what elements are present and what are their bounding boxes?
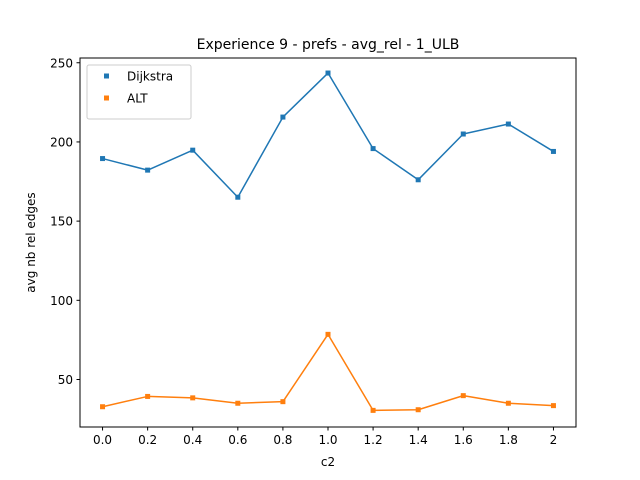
dijkstra-point (550, 148, 556, 154)
legend-label-dijkstra: Dijkstra (127, 70, 173, 84)
alt-point (280, 399, 286, 405)
dijkstra-point (145, 167, 151, 173)
y-tick-label: 50 (58, 373, 73, 387)
plot-frame (79, 57, 577, 428)
dijkstra-point (190, 147, 196, 153)
x-tick-label: 0.0 (93, 433, 112, 447)
x-tick-label: 0.8 (273, 433, 292, 447)
alt-point (370, 407, 376, 413)
x-tick-label: 0.6 (228, 433, 247, 447)
dijkstra-point (370, 146, 376, 152)
x-tick-label: 2 (550, 433, 558, 447)
x-tick-label: 0.4 (183, 433, 202, 447)
alt-point (100, 404, 106, 410)
alt-point (505, 400, 511, 406)
alt-point (235, 400, 241, 406)
chart-title: Experience 9 - prefs - avg_rel - 1_ULB (197, 37, 460, 53)
alt-point (145, 393, 151, 399)
legend-box (86, 64, 192, 120)
x-axis-ticks: 0.0 0.2 0.4 0.6 0.8 1.0 1.2 1.4 1.6 1.8 2 (93, 427, 557, 447)
y-tick-label: 150 (50, 215, 73, 229)
dijkstra-point (505, 121, 511, 127)
y-tick-label: 200 (50, 135, 73, 149)
dijkstra-point (235, 194, 241, 200)
alt-point (190, 395, 196, 401)
y-axis-label: avg nb rel edges (24, 192, 38, 292)
x-tick-label: 0.2 (138, 433, 157, 447)
dijkstra-point (460, 131, 466, 137)
legend-marker-alt (104, 95, 109, 101)
alt-point (460, 393, 466, 399)
y-tick-label: 100 (50, 294, 73, 308)
x-axis-label: c2 (321, 455, 335, 469)
dijkstra-point (415, 177, 421, 183)
alt-point (550, 403, 556, 409)
y-axis-ticks: 50 100 150 200 250 (50, 56, 80, 387)
dijkstra-point (100, 156, 106, 162)
x-tick-label: 1.8 (499, 433, 518, 447)
dijkstra-point (280, 114, 286, 120)
x-tick-label: 1.0 (318, 433, 337, 447)
y-tick-label: 250 (50, 56, 73, 70)
legend-label-alt: ALT (127, 92, 148, 106)
alt-point (325, 331, 331, 337)
x-tick-label: 1.4 (409, 433, 428, 447)
series-dijkstra (100, 70, 556, 200)
dijkstra-point (325, 70, 331, 76)
series-layer (100, 70, 556, 413)
series-alt (100, 331, 556, 413)
x-tick-label: 1.6 (454, 433, 473, 447)
legend-marker-dijkstra (104, 73, 109, 79)
alt-point (415, 407, 421, 413)
x-tick-label: 1.2 (364, 433, 383, 447)
legend: Dijkstra ALT (86, 64, 192, 120)
